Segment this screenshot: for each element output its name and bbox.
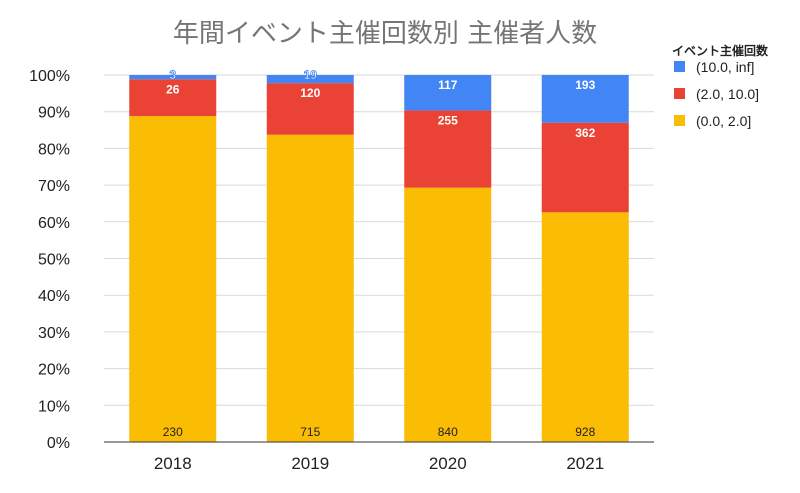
y-tick-label: 100% [29,68,70,85]
bar-segment [541,212,629,442]
legend-swatch [674,88,685,99]
legend-entry: (2.0, 10.0] [696,86,759,102]
x-tick-label: 2018 [154,454,192,473]
bar-segment [541,122,629,213]
data-label: 230 [163,425,183,439]
legend-title: イベント主催回数 [672,43,769,58]
y-tick-label: 40% [38,288,70,305]
y-tick-label: 10% [38,398,70,415]
bar-segment [129,75,217,80]
bar-segment [404,187,492,442]
y-tick-label: 70% [38,178,70,195]
y-tick-label: 90% [38,105,70,122]
data-label: 3 [169,68,176,82]
x-tick-label: 2019 [291,454,329,473]
data-label: 26 [166,82,180,96]
bar-segment [541,75,629,123]
y-tick-label: 60% [38,215,70,232]
bars: 230 263 715 120 19 840 255 117 928 362 193 [129,68,629,443]
data-label: 117 [438,78,458,92]
bar-segment [129,79,217,117]
legend-swatch [674,61,685,72]
bar-segment [266,75,354,84]
data-label: 928 [575,425,595,439]
y-tick-label: 80% [38,141,70,158]
data-label: 19 [304,68,318,82]
legend-entry: (10.0, inf] [696,59,754,75]
y-axis-ticks: 0% 10% 20% 30% 40% 50% 60% 70% 80% 90% 100% [29,68,70,452]
y-tick-label: 50% [38,252,70,269]
data-label: 255 [438,113,458,127]
y-tick-label: 20% [38,362,70,379]
data-label: 120 [300,86,320,100]
data-label: 715 [300,425,320,439]
bar-segment [129,116,217,443]
bar-segment [266,83,354,135]
x-tick-label: 2020 [429,454,467,473]
bar-segment [404,75,492,111]
data-label: 840 [438,425,458,439]
data-label: 362 [575,126,595,140]
legend-swatch [674,115,685,126]
y-tick-label: 30% [38,325,70,342]
bar-segment [404,110,492,188]
bar-segment [266,134,354,442]
y-tick-label: 0% [47,435,70,452]
x-tick-label: 2021 [566,454,604,473]
legend-entry: (0.0, 2.0] [696,113,751,129]
x-axis-ticks: 2018 2019 2020 2021 [154,454,604,473]
data-label: 193 [575,78,595,92]
chart-title: 年間イベント主催回数別 主催者人数 [173,19,597,49]
legend: イベント主催回数 (10.0, inf] (2.0, 10.0] (0.0, 2.0… [672,43,769,129]
